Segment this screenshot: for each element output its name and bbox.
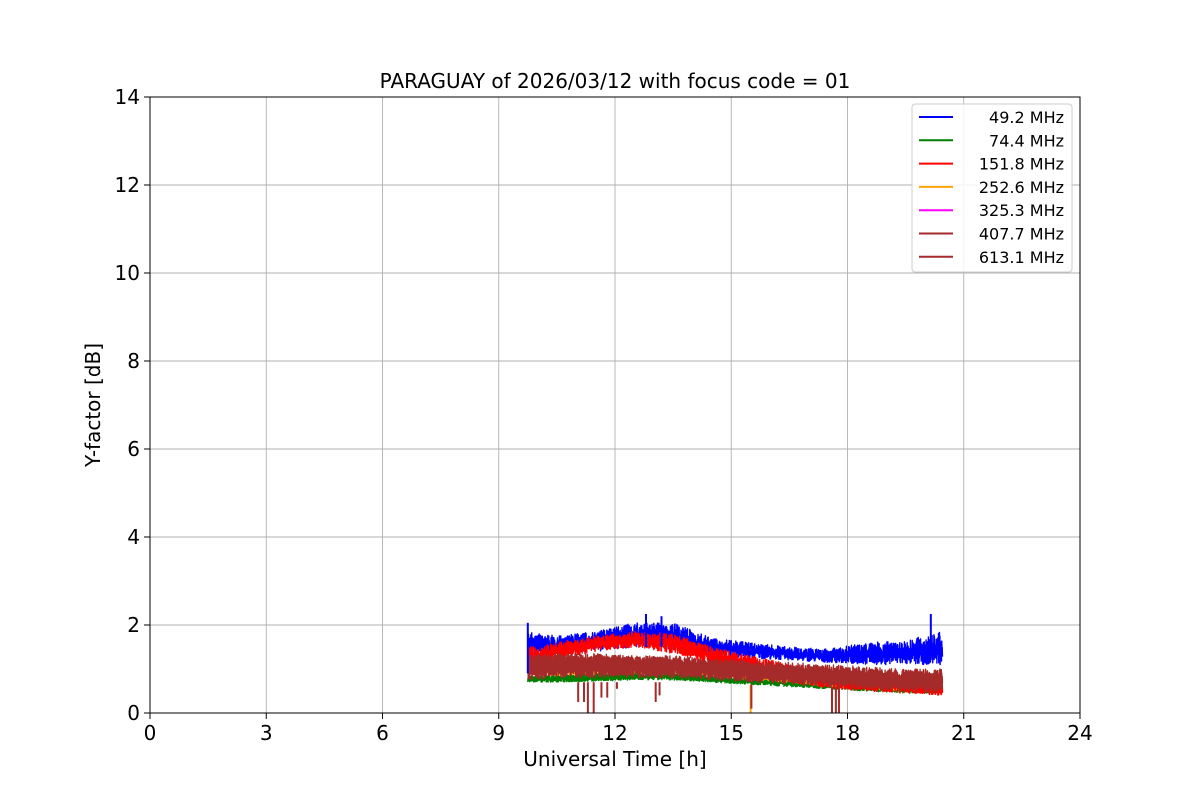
x-axis-label: Universal Time [h] — [523, 747, 706, 771]
x-tick-label: 0 — [144, 721, 157, 745]
plot-data — [526, 614, 944, 713]
x-tick-label: 21 — [951, 721, 976, 745]
x-tick-label: 18 — [835, 721, 860, 745]
y-tick-label: 14 — [115, 85, 140, 109]
legend-label: 74.4 MHz — [984, 131, 1064, 150]
series-line — [527, 672, 944, 694]
legend-label: 325.3 MHz — [979, 201, 1064, 220]
legend-label: 407.7 MHz — [979, 225, 1064, 244]
y-tick-label: 12 — [115, 173, 140, 197]
x-tick-label: 3 — [260, 721, 273, 745]
legend-label: 49.2 MHz — [984, 108, 1064, 127]
y-tick-label: 10 — [115, 261, 140, 285]
x-tick-label: 15 — [719, 721, 744, 745]
legend-label: 252.6 MHz — [979, 178, 1064, 197]
chart-title: PARAGUAY of 2026/03/12 with focus code =… — [380, 69, 851, 93]
y-axis-label: Y-factor [dB] — [81, 343, 105, 468]
legend: 49.2 MHz 74.4 MHz 151.8 MHz 252.6 MHz 325.3… — [911, 103, 1073, 273]
x-tick-label: 24 — [1067, 721, 1092, 745]
y-tick-label: 4 — [127, 525, 140, 549]
y-tick-label: 6 — [127, 437, 140, 461]
y-axis-ticks: 0 2 4 6 8 10 12 14 — [115, 85, 150, 725]
x-tick-label: 6 — [376, 721, 389, 745]
legend-box — [911, 103, 1073, 273]
y-tick-label: 8 — [127, 349, 140, 373]
x-tick-label: 12 — [602, 721, 627, 745]
x-tick-label: 9 — [492, 721, 505, 745]
legend-label: 151.8 MHz — [979, 155, 1064, 174]
x-axis-ticks: 0 3 6 9 12 15 18 21 24 — [144, 713, 1093, 745]
y-tick-label: 0 — [127, 701, 140, 725]
y-tick-label: 2 — [127, 613, 140, 637]
legend-label: 613.1 MHz — [979, 248, 1064, 267]
series-line — [527, 652, 944, 694]
